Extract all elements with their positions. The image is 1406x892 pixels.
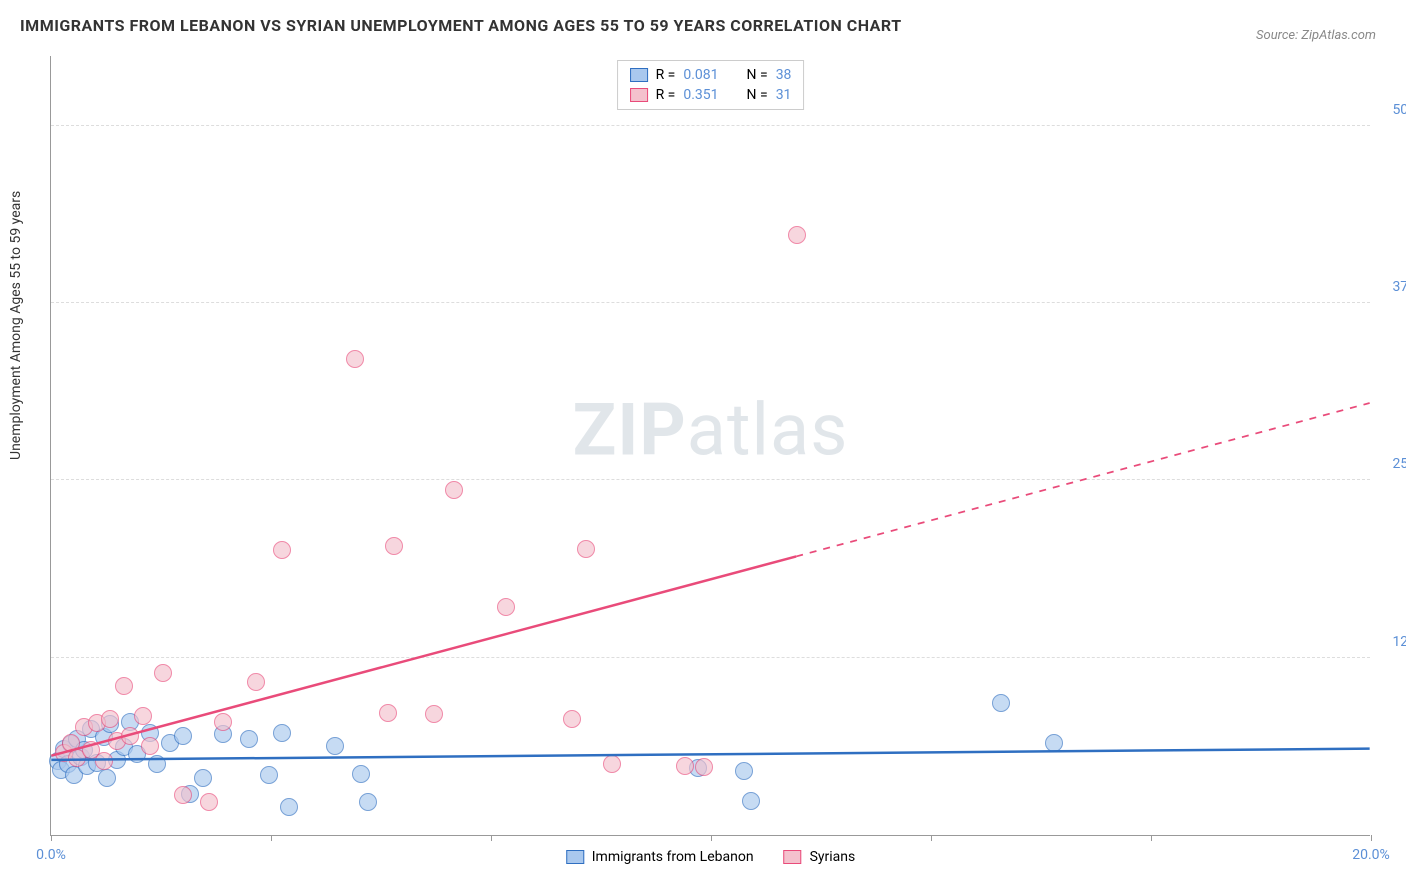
r-label: R = (656, 87, 676, 103)
scatter-point (98, 769, 116, 787)
scatter-point (200, 793, 218, 811)
legend-swatch (630, 88, 648, 102)
x-tick (271, 835, 272, 841)
scatter-point (992, 694, 1010, 712)
gridline (51, 479, 1370, 480)
scatter-point (95, 752, 113, 770)
chart-title: IMMIGRANTS FROM LEBANON VS SYRIAN UNEMPL… (20, 16, 902, 35)
scatter-point (280, 798, 298, 816)
correlation-legend: R = 0.081 N = 38 R = 0.351 N = 31 (617, 60, 805, 110)
scatter-point (352, 765, 370, 783)
series-legend: Immigrants from Lebanon Syrians (566, 849, 856, 865)
legend-stat-row: R = 0.081 N = 38 (630, 65, 792, 85)
legend-swatch (630, 68, 648, 82)
scatter-point (425, 705, 443, 723)
gridline (51, 657, 1370, 658)
scatter-point (379, 704, 397, 722)
x-tick (931, 835, 932, 841)
scatter-point (260, 766, 278, 784)
chart-plot-area: ZIPatlas R =0.081N =38R =0.351N =31 Immi… (50, 56, 1370, 836)
x-tick (1151, 835, 1152, 841)
gridline (51, 302, 1370, 303)
scatter-point (735, 762, 753, 780)
scatter-point (577, 540, 595, 558)
scatter-point (326, 737, 344, 755)
source-attribution: Source: ZipAtlas.com (1256, 28, 1376, 43)
scatter-point (1045, 734, 1063, 752)
gridline (51, 125, 1370, 126)
scatter-point (240, 730, 258, 748)
x-tick (491, 835, 492, 841)
scatter-point (742, 792, 760, 810)
scatter-point (359, 793, 377, 811)
n-value: 31 (776, 87, 792, 103)
scatter-point (115, 677, 133, 695)
legend-item: Immigrants from Lebanon (566, 849, 754, 865)
scatter-point (174, 786, 192, 804)
watermark-bold: ZIP (573, 387, 687, 472)
r-label: R = (656, 67, 676, 83)
trend-line-solid (51, 749, 1369, 760)
x-tick (51, 835, 52, 841)
watermark: ZIPatlas (573, 387, 849, 472)
legend-label: Syrians (810, 849, 856, 865)
scatter-point (273, 541, 291, 559)
legend-item: Syrians (784, 849, 856, 865)
y-tick-label: 12.5% (1392, 634, 1406, 650)
y-axis-label: Unemployment Among Ages 55 to 59 years (8, 191, 24, 460)
scatter-point (194, 769, 212, 787)
scatter-point (695, 758, 713, 776)
n-value: 38 (776, 67, 792, 83)
scatter-point (101, 710, 119, 728)
r-value: 0.081 (683, 67, 718, 83)
scatter-point (141, 737, 159, 755)
y-tick-label: 25.0% (1392, 456, 1406, 472)
scatter-point (445, 481, 463, 499)
scatter-point (385, 537, 403, 555)
legend-stat-row: R = 0.351 N = 31 (630, 85, 792, 105)
scatter-point (134, 707, 152, 725)
scatter-point (788, 226, 806, 244)
legend-swatch (784, 850, 802, 864)
watermark-rest: atlas (687, 387, 849, 472)
y-tick-label: 37.5% (1392, 279, 1406, 295)
scatter-point (148, 755, 166, 773)
scatter-point (346, 350, 364, 368)
scatter-point (154, 664, 172, 682)
scatter-point (174, 727, 192, 745)
scatter-point (603, 755, 621, 773)
scatter-point (214, 713, 232, 731)
scatter-point (273, 724, 291, 742)
x-tick-label: 0.0% (36, 847, 66, 863)
n-label: N = (747, 67, 768, 83)
y-tick-label: 50.0% (1392, 102, 1406, 118)
x-tick (711, 835, 712, 841)
n-label: N = (747, 87, 768, 103)
scatter-point (247, 673, 265, 691)
scatter-point (676, 757, 694, 775)
scatter-point (121, 727, 139, 745)
x-tick (1371, 835, 1372, 841)
legend-label: Immigrants from Lebanon (592, 849, 754, 865)
x-tick-label: 20.0% (1352, 847, 1390, 863)
scatter-point (497, 598, 515, 616)
trend-lines (51, 56, 1370, 835)
legend-swatch (566, 850, 584, 864)
r-value: 0.351 (683, 87, 718, 103)
scatter-point (563, 710, 581, 728)
